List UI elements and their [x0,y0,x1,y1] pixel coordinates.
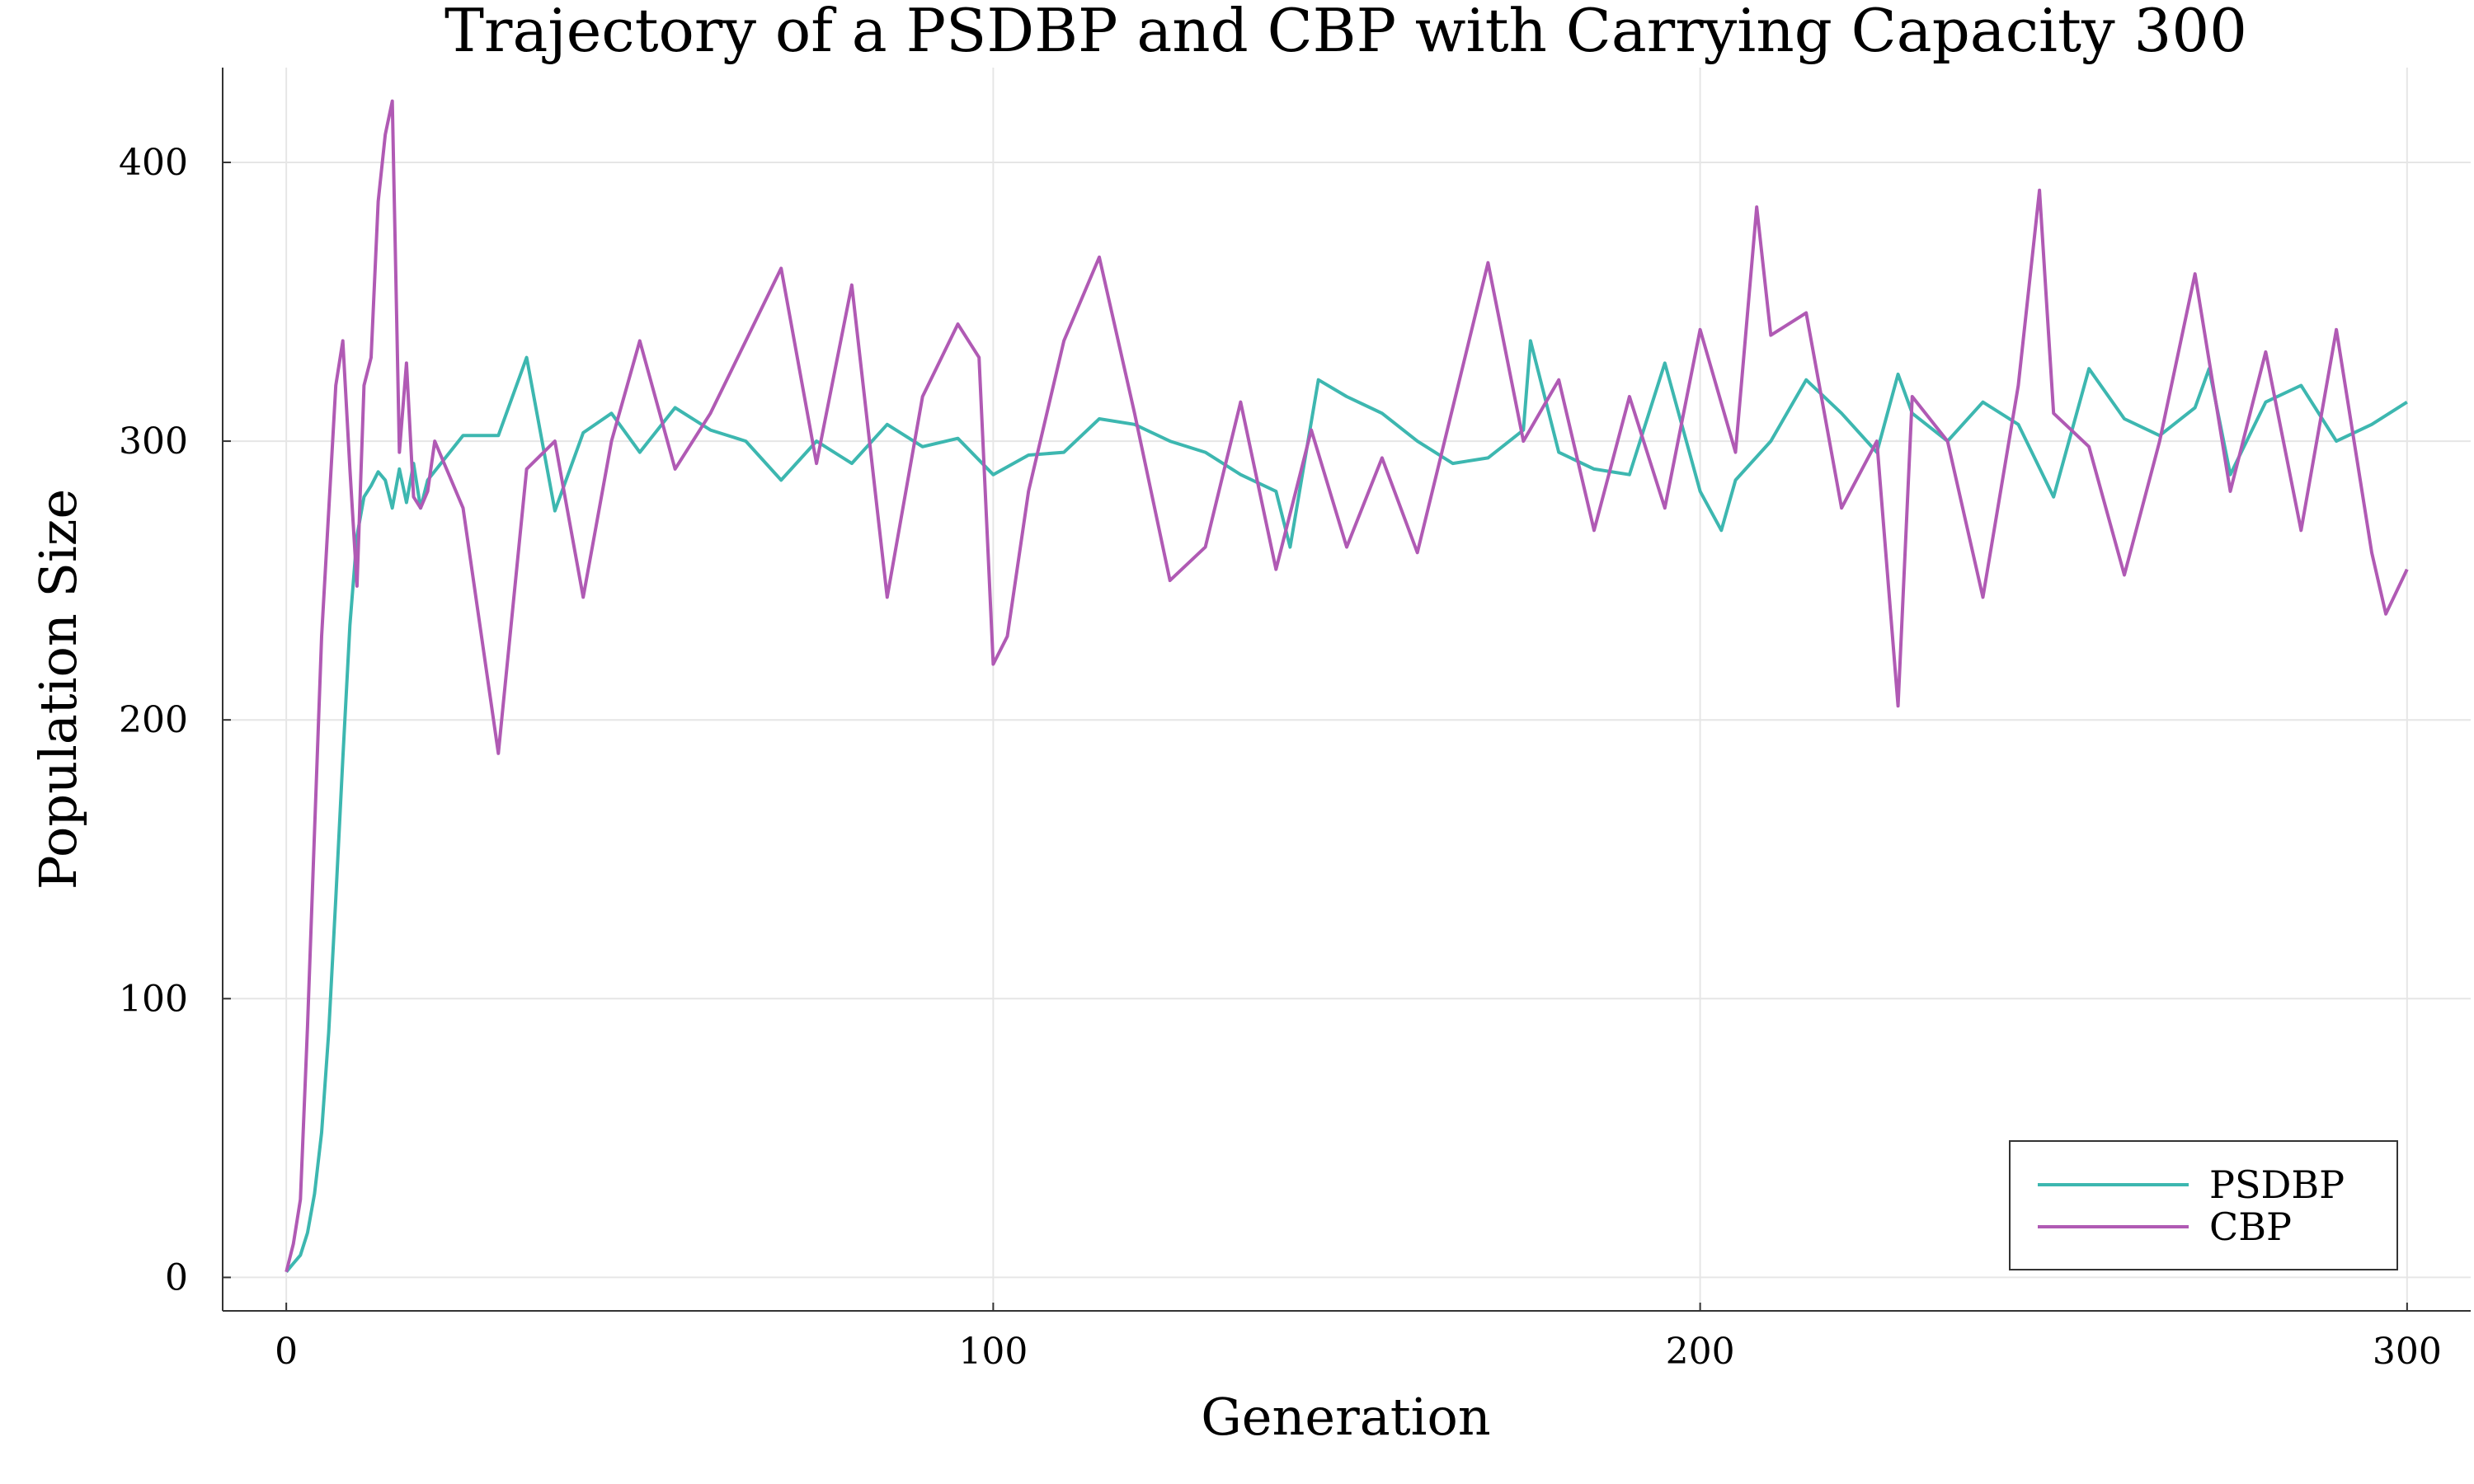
x-tick-label: 0 [275,1331,298,1373]
x-tick-label: 300 [2373,1331,2442,1373]
x-tick-label: 100 [958,1331,1028,1373]
y-tick-label: 200 [119,699,188,741]
y-tick-label: 100 [119,978,188,1020]
y-axis-ticks: 0 100 200 300 400 [119,142,231,1298]
x-axis-ticks: 0 100 200 300 [275,1303,2442,1373]
series-line-psdbp [285,339,2408,1273]
x-tick-label: 200 [1666,1331,1735,1373]
legend-box [2009,1140,2398,1270]
y-axis-label: Population Size [28,489,88,890]
legend-label-cbp: CBP [2209,1205,2292,1249]
y-tick-label: 400 [119,142,188,184]
gridlines [223,68,2471,1311]
legend-label-psdbp: PSDBP [2209,1162,2345,1207]
series-layer [285,99,2409,1273]
y-tick-label: 0 [165,1256,188,1298]
y-tick-label: 300 [119,420,188,463]
chart-title: Trajectory of a PSDBP and CBP with Carry… [444,0,2247,65]
legend: PSDBP CBP [2009,1140,2398,1270]
series-line-cbp [285,99,2409,1273]
x-axis-label: Generation [1201,1387,1490,1447]
